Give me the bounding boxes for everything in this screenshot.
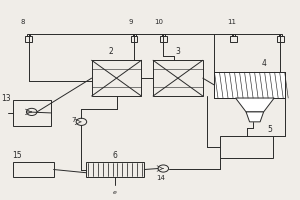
Polygon shape	[214, 72, 285, 98]
Bar	[232, 34, 235, 36]
Text: 10: 10	[154, 19, 164, 25]
Text: 3: 3	[176, 47, 180, 56]
Bar	[133, 34, 136, 36]
Text: 11: 11	[227, 19, 236, 25]
Text: 15: 15	[13, 151, 22, 160]
Bar	[153, 60, 203, 96]
Bar	[130, 36, 137, 42]
Bar	[13, 162, 54, 177]
Bar	[279, 34, 282, 36]
Bar	[160, 36, 167, 42]
Text: 7: 7	[72, 117, 76, 123]
Bar	[25, 36, 32, 42]
Bar	[230, 36, 237, 42]
Text: 14: 14	[156, 175, 165, 181]
Bar	[220, 136, 273, 158]
Text: 2: 2	[108, 47, 113, 56]
Bar	[162, 34, 165, 36]
Bar	[27, 34, 30, 36]
Bar	[86, 162, 144, 177]
Bar	[92, 60, 141, 96]
Text: 9: 9	[129, 19, 134, 25]
Polygon shape	[246, 112, 264, 122]
Text: e: e	[113, 190, 117, 195]
Bar	[277, 36, 284, 42]
Text: 13: 13	[2, 94, 11, 103]
Text: 5: 5	[268, 125, 272, 134]
Bar	[13, 100, 51, 126]
Text: 4: 4	[262, 59, 267, 68]
Text: 6: 6	[112, 151, 118, 160]
Polygon shape	[236, 98, 274, 112]
Text: 8: 8	[21, 19, 25, 25]
